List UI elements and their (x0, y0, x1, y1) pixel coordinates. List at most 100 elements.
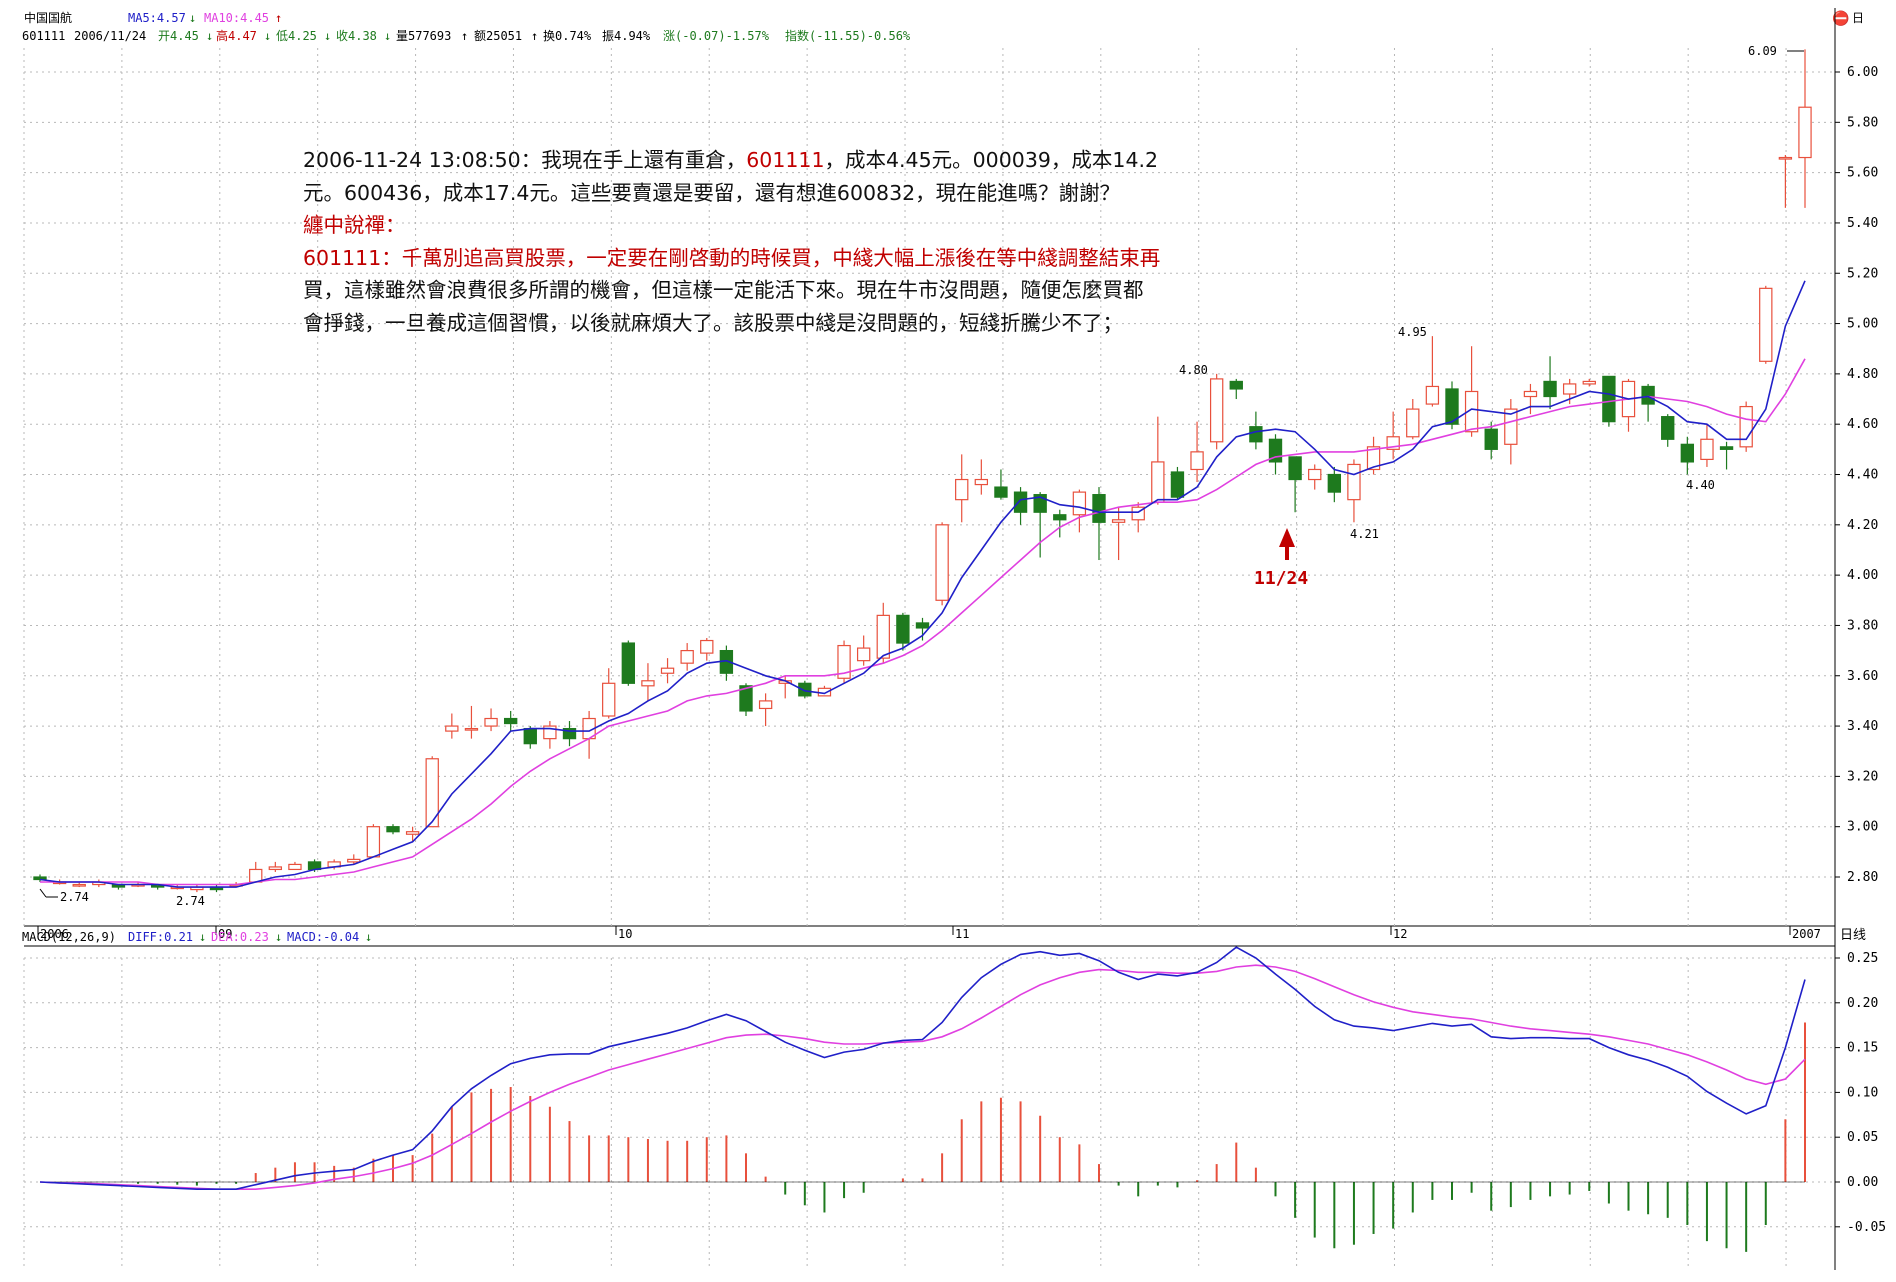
amount-arrow: ↑ (531, 29, 538, 43)
price-tick-label: 5.40 (1847, 216, 1878, 231)
candle-down (503, 717, 518, 725)
annotation-line-2: 元。600436，成本17.4元。這些要賣還是要留，還有想進600832，現在能… (303, 180, 1121, 205)
annotation-line-4: 601111：千萬別追高買股票，一定要在剛啓動的時候買，中綫大幅上漲後在等中綫調… (303, 245, 1161, 270)
candle-up (641, 680, 655, 687)
ma10-arrow: ↑ (275, 11, 282, 25)
axis-layer: 6.00 5.80 5.60 5.40 5.20 5.00 4.80 4.60 4.40 4.20… (37, 65, 1886, 1235)
annotation-line-1-code: 601111 (746, 148, 825, 172)
candle-down (1484, 428, 1498, 450)
candle-up (974, 478, 989, 486)
macd-tick-label: 0.20 (1847, 996, 1878, 1011)
price-tick-label: 3.80 (1847, 618, 1878, 633)
price-tick-label: 2.80 (1847, 870, 1878, 885)
candle-up (1366, 446, 1381, 471)
candle-up (1072, 491, 1087, 516)
volume-value: 量577693 (396, 29, 451, 43)
candle-down (1013, 491, 1028, 513)
annotation-line-3: 纏中說禪： (303, 213, 406, 237)
ma5-line (39, 280, 1806, 888)
price-tick-label: 3.20 (1847, 769, 1878, 784)
price-tick-label: 4.20 (1847, 518, 1878, 533)
candle-down (1641, 385, 1655, 405)
candle-up (1504, 408, 1518, 445)
candle-up (1425, 385, 1440, 405)
candle-down (739, 685, 753, 712)
ma5-arrow: ↓ (189, 11, 196, 25)
amount-value: 额25051 (474, 29, 522, 43)
candle-up (1700, 438, 1714, 461)
candle-down (1445, 388, 1459, 425)
stock-code: 601111 (22, 29, 65, 43)
high-label-4-95: 4.95 (1398, 325, 1427, 339)
candle-down (1327, 473, 1342, 493)
open-arrow: ↓ (206, 29, 213, 43)
macd-panel (39, 946, 1806, 1252)
candle-down (1680, 443, 1695, 463)
candle-up (1111, 519, 1126, 523)
low-arrow: ↓ (324, 29, 331, 43)
macd-tick-label: -0.05 (1847, 1220, 1886, 1235)
candle-up (1464, 390, 1479, 433)
macd-tick-label: 0.25 (1847, 951, 1878, 966)
low-leader-a (39, 888, 47, 898)
close-arrow: ↓ (384, 29, 391, 43)
candle-up (935, 524, 949, 601)
volume-arrow: ↑ (461, 29, 468, 43)
open-price: 开4.45 (158, 29, 199, 43)
price-tick-label: 5.00 (1847, 317, 1878, 332)
low-label-4-21: 4.21 (1350, 527, 1379, 541)
price-tick-label: 5.80 (1847, 115, 1878, 130)
toolbar-period-icon[interactable]: 日 (1852, 11, 1864, 25)
candle-up (464, 727, 479, 731)
annotation-line-1-a: 2006-11-24 13:08:50：我現在手上還有重倉， (303, 148, 747, 172)
candle-up (1759, 287, 1773, 362)
macd-title: MACD(12,26,9) (22, 930, 116, 944)
price-tick-label: 4.80 (1847, 367, 1878, 382)
annotation-text-block: 2006-11-24 13:08:50：我現在手上還有重倉，601111，成本4… (303, 144, 1203, 339)
candle-down (33, 876, 47, 881)
ma5-label: MA5:4.57 (128, 11, 186, 25)
up-arrow-icon (1279, 528, 1295, 560)
price-tick-label: 3.60 (1847, 669, 1878, 684)
low-label-4-40: 4.40 (1686, 478, 1715, 492)
annotation-line-1: 2006-11-24 13:08:50：我現在手上還有重倉，601111，成本4… (303, 144, 1203, 177)
candle-down (1170, 471, 1185, 498)
candle-down (1602, 375, 1616, 423)
date-label: 10 (618, 927, 632, 941)
macd-dea-arrow: ↓ (275, 930, 282, 944)
toolbar-stop-icon[interactable]: ⛔ (1832, 10, 1849, 27)
price-tick-label: 5.60 (1847, 166, 1878, 181)
dea-line (39, 964, 1806, 1190)
macd-tick-label: 0.15 (1847, 1041, 1878, 1056)
arrow-label: 11/24 (1254, 568, 1308, 589)
candle-down (1543, 380, 1557, 398)
candle-down (1288, 456, 1302, 481)
candle-up (1523, 390, 1538, 398)
candle-up (700, 639, 714, 654)
macd-tick-label: 0.05 (1847, 1130, 1878, 1145)
ma10-label: MA10:4.45 (204, 11, 269, 25)
macd-diff-label: DIFF:0.21 (128, 930, 193, 944)
annotation-line-5: 買，這樣雖然會浪費很多所謂的機會，但這樣一定能活下來。現在牛市沒問題，隨便怎麼買… (303, 278, 1144, 302)
price-tick-label: 4.40 (1847, 468, 1878, 483)
macd-diff-arrow: ↓ (199, 930, 206, 944)
candle-up (445, 725, 459, 732)
annotation-line-1-b: ，成本4.45元。000039，成本14.2 (824, 148, 1159, 172)
price-tick-label: 4.60 (1847, 417, 1878, 432)
high-arrow: ↓ (264, 29, 271, 43)
bar-date: 2006/11/24 (74, 29, 146, 43)
candle-down (1661, 416, 1675, 440)
candle-up (425, 758, 439, 828)
candle-up (955, 478, 969, 501)
peak-label-6-09: 6.09 (1748, 44, 1777, 58)
candle-up (837, 644, 851, 679)
candle-down (621, 642, 636, 684)
candle-up (660, 667, 675, 674)
candle-up (366, 826, 381, 858)
candle-up (405, 831, 420, 835)
candle-down (1092, 494, 1106, 523)
candle-up (1562, 383, 1577, 395)
macd-value-arrow: ↓ (365, 930, 372, 944)
candle-down (386, 826, 400, 833)
